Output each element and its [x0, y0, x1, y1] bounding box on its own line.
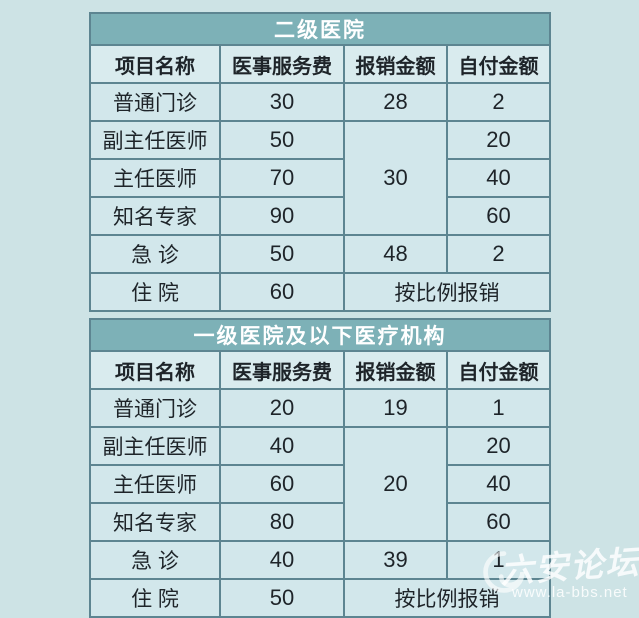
- column-header-reimburse: 报销金额: [343, 350, 448, 390]
- fee-value: 80: [219, 502, 345, 542]
- table-header-row: 项目名称 医事服务费 报销金额 自付金额: [89, 350, 551, 390]
- column-header-selfpay: 自付金额: [446, 44, 551, 84]
- table-title-row: 二级医院: [89, 12, 551, 46]
- table-row: 主任医师 60 40: [89, 464, 551, 504]
- selfpay-value: 60: [446, 502, 551, 542]
- table-tier1-hospital: 一级医院及以下医疗机构 项目名称 医事服务费 报销金额 自付金额 普通门诊 20…: [89, 318, 551, 618]
- row-label: 普通门诊: [89, 388, 221, 428]
- row-label: 普通门诊: [89, 82, 221, 122]
- table-row: 普通门诊 20 19 1: [89, 388, 551, 428]
- table-row: 住 院 60 按比例报销: [89, 272, 551, 312]
- reimburse-value: 48: [343, 234, 448, 274]
- gridline-artifact: [343, 294, 345, 310]
- fee-value: 30: [219, 82, 345, 122]
- row-label: 主任医师: [89, 464, 221, 504]
- table-tier2-hospital: 二级医院 项目名称 医事服务费 报销金额 自付金额 普通门诊 30 28 2 副…: [89, 12, 551, 312]
- selfpay-value: 60: [446, 196, 551, 236]
- fee-value: 40: [219, 426, 345, 466]
- column-header-fee: 医事服务费: [219, 350, 345, 390]
- row-label: 副主任医师: [89, 120, 221, 160]
- row-label: 住 院: [89, 578, 221, 618]
- table-title-row: 一级医院及以下医疗机构: [89, 318, 551, 352]
- fee-value: 20: [219, 388, 345, 428]
- fee-value: 50: [219, 578, 345, 618]
- fee-value: 60: [219, 272, 345, 312]
- table-row: 副主任医师 50 30 20: [89, 120, 551, 236]
- reimburse-note-merged: 按比例报销: [343, 578, 551, 618]
- row-label: 住 院: [89, 272, 221, 312]
- row-label: 急 诊: [89, 234, 221, 274]
- column-header-reimburse: 报销金额: [343, 44, 448, 84]
- selfpay-value: 20: [446, 120, 551, 160]
- reimburse-value: 39: [343, 540, 448, 580]
- column-header-fee: 医事服务费: [219, 44, 345, 84]
- reimburse-value-merged: 20: [343, 426, 448, 542]
- table-row: 知名专家 90 60: [89, 196, 551, 236]
- selfpay-value: 40: [446, 158, 551, 198]
- table-row: 副主任医师 40 20 20: [89, 426, 551, 542]
- column-header-item: 项目名称: [89, 44, 221, 84]
- table-title: 一级医院及以下医疗机构: [89, 318, 551, 352]
- fee-value: 60: [219, 464, 345, 504]
- table-header-row: 项目名称 医事服务费 报销金额 自付金额: [89, 44, 551, 84]
- fee-value: 50: [219, 120, 345, 160]
- row-label: 副主任医师: [89, 426, 221, 466]
- table-row: 急 诊 50 48 2: [89, 234, 551, 274]
- column-header-selfpay: 自付金额: [446, 350, 551, 390]
- selfpay-value: 20: [446, 426, 551, 466]
- table-title: 二级医院: [89, 12, 551, 46]
- reimburse-note-merged: 按比例报销: [343, 272, 551, 312]
- selfpay-value: 1: [446, 388, 551, 428]
- table-row: 急 诊 40 39 1: [89, 540, 551, 580]
- reimburse-value: 28: [343, 82, 448, 122]
- reimburse-value-merged: 30: [343, 120, 448, 236]
- row-label: 知名专家: [89, 196, 221, 236]
- row-label: 知名专家: [89, 502, 221, 542]
- selfpay-value: 2: [446, 82, 551, 122]
- table-row: 住 院 50 按比例报销: [89, 578, 551, 618]
- fee-value: 90: [219, 196, 345, 236]
- selfpay-value: 40: [446, 464, 551, 504]
- fee-value: 40: [219, 540, 345, 580]
- table-row: 主任医师 70 40: [89, 158, 551, 198]
- table-row: 知名专家 80 60: [89, 502, 551, 542]
- row-label: 急 诊: [89, 540, 221, 580]
- reimburse-value: 19: [343, 388, 448, 428]
- fee-value: 70: [219, 158, 345, 198]
- column-header-item: 项目名称: [89, 350, 221, 390]
- gridline-artifact: [343, 600, 345, 608]
- selfpay-value: 1: [446, 540, 551, 580]
- row-label: 主任医师: [89, 158, 221, 198]
- selfpay-value: 2: [446, 234, 551, 274]
- table-row: 普通门诊 30 28 2: [89, 82, 551, 122]
- fee-value: 50: [219, 234, 345, 274]
